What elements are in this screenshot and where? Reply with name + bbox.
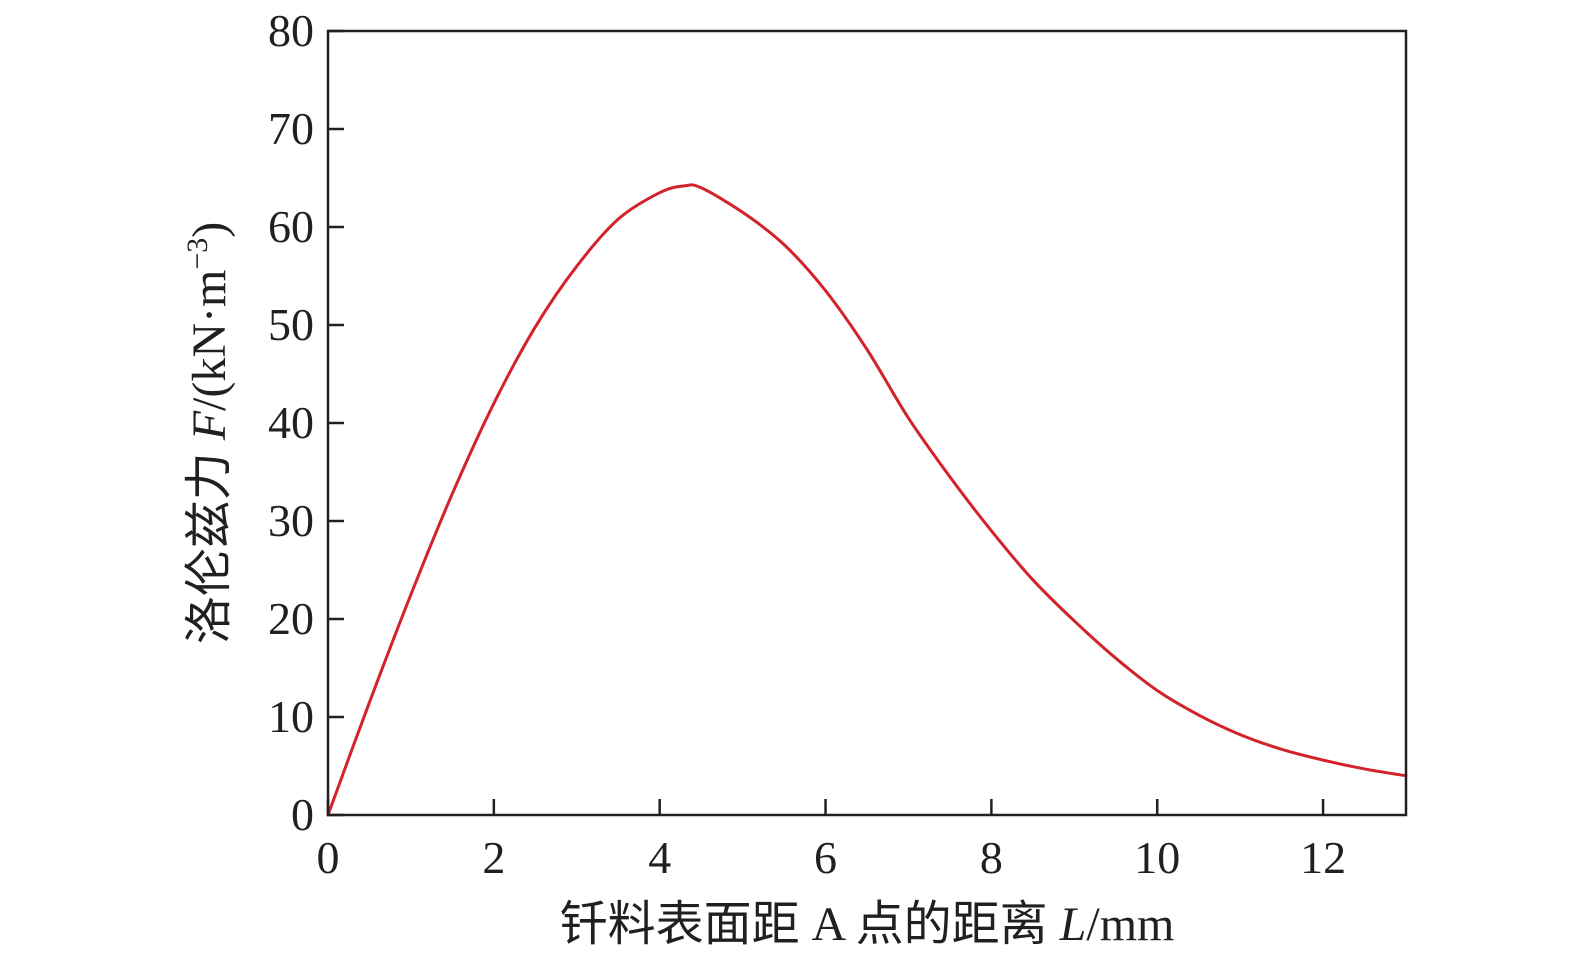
x-axis-ticks: 0 2 4 6 8 10 12 [317, 799, 1346, 883]
x-tick-label: 8 [980, 832, 1003, 883]
y-tick-label: 20 [268, 593, 314, 644]
y-axis-title: 洛伦兹力 F/(kN·m−3) [181, 222, 236, 645]
x-tick-label: 4 [648, 832, 671, 883]
y-axis-title-prefix: 洛伦兹力 [183, 440, 236, 644]
y-axis-title-var: F [183, 410, 236, 441]
y-axis-ticks: 0 10 20 30 40 50 60 70 80 [268, 5, 344, 840]
y-tick-label: 50 [268, 299, 314, 350]
x-axis-title: 钎料表面距 A 点的距离 L/mm [560, 898, 1175, 951]
y-tick-label: 70 [268, 103, 314, 154]
y-axis-title-close: ) [183, 222, 236, 238]
y-axis-title-unit: /(kN·m [183, 270, 236, 411]
y-axis-title-superscript: −3 [181, 238, 214, 270]
series-line [326, 183, 1408, 817]
x-axis-title-var: L [1059, 898, 1087, 951]
y-tick-label: 30 [268, 495, 314, 546]
y-tick-label: 60 [268, 201, 314, 252]
x-tick-label: 0 [317, 832, 340, 883]
x-tick-label: 10 [1134, 832, 1180, 883]
x-axis-title-prefix: 钎料表面距 A 点的距离 [560, 898, 1060, 951]
y-tick-label: 40 [268, 397, 314, 448]
x-tick-label: 12 [1300, 832, 1346, 883]
x-tick-label: 2 [482, 832, 505, 883]
y-tick-label: 80 [268, 5, 314, 56]
y-tick-label: 0 [291, 789, 314, 840]
plot-frame [326, 29, 1408, 817]
x-tick-label: 6 [814, 832, 837, 883]
x-axis-title-unit: /mm [1086, 898, 1174, 951]
y-tick-label: 10 [268, 691, 314, 742]
